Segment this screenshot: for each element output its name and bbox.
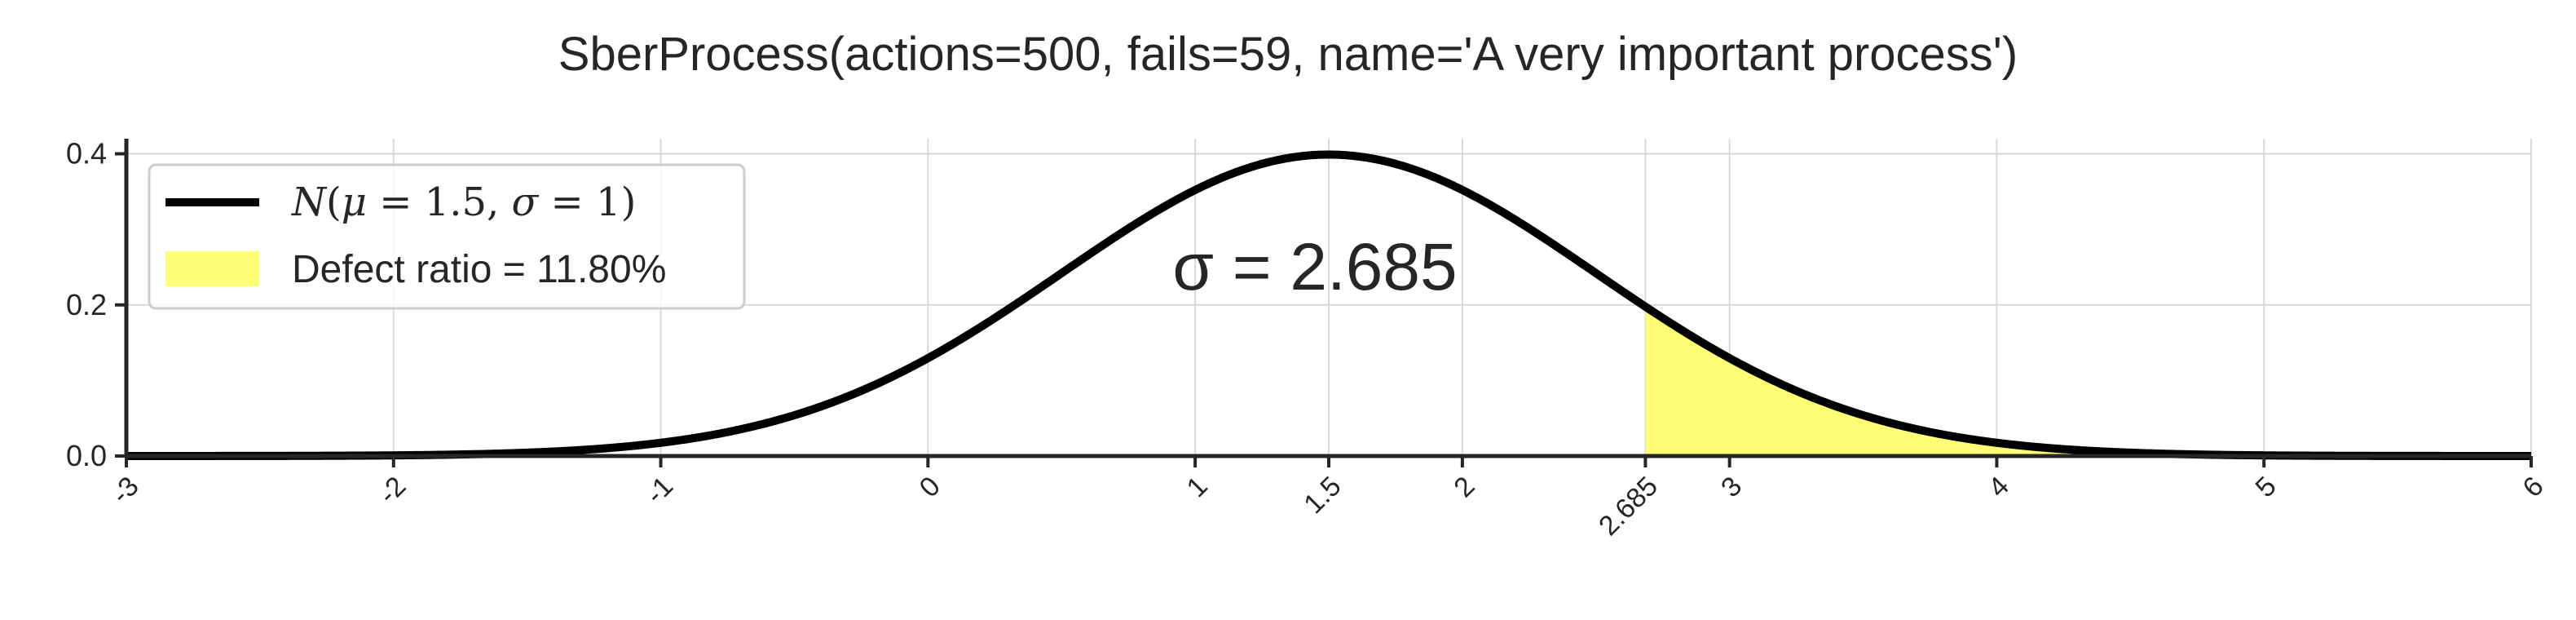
x-tick-label-2: 2 <box>1448 471 1480 503</box>
x-tick-label--1: -1 <box>640 471 679 510</box>
y-tick-label-0.2: 0.2 <box>66 288 107 321</box>
legend-dist-symbol: N <box>291 179 328 225</box>
x-tick-label-1: 1 <box>1180 471 1213 503</box>
legend-fill-swatch <box>165 251 259 286</box>
legend-line-label: N(μ = 1.5, σ = 1) <box>291 179 636 225</box>
x-ticks: -3 -2 -1 0 1 1.5 2 2.685 3 4 5 6 <box>105 456 2550 542</box>
x-tick-label-1.5: 1.5 <box>1298 471 1347 520</box>
legend-sigma-value: = 1) <box>538 179 636 225</box>
pdf-curve <box>125 150 2533 460</box>
y-tick-label-0.4: 0.4 <box>66 137 107 170</box>
x-tick-label-2.685: 2.685 <box>1593 471 1664 542</box>
x-tick-label-5: 5 <box>2250 471 2283 503</box>
sigma-annotation: σ = 2.685 <box>1172 230 1457 304</box>
x-tick-label-0: 0 <box>914 471 946 503</box>
legend: N(μ = 1.5, σ = 1) Defect ratio = 11.80% <box>148 163 746 310</box>
legend-paren-open: ( <box>326 179 342 225</box>
curve-layer <box>125 150 2533 460</box>
x-tick-label-3: 3 <box>1715 471 1748 503</box>
legend-mu-value: = 1.5, <box>367 179 512 225</box>
legend-sigma-symbol: σ <box>512 179 540 225</box>
x-tick-label-4: 4 <box>1983 471 2015 503</box>
y-tick-label-0.0: 0.0 <box>66 439 107 472</box>
y-ticks: 0.0 0.2 0.4 <box>66 137 126 472</box>
legend-fill-label: Defect ratio = 11.80% <box>292 248 666 291</box>
x-tick-label-6: 6 <box>2516 471 2549 503</box>
legend-frame <box>148 163 746 310</box>
x-tick-label--3: -3 <box>105 471 144 510</box>
chart-title: SberProcess(actions=500, fails=59, name=… <box>558 28 2018 81</box>
legend-mu-symbol: μ <box>342 179 367 225</box>
x-tick-label--2: -2 <box>373 471 412 510</box>
